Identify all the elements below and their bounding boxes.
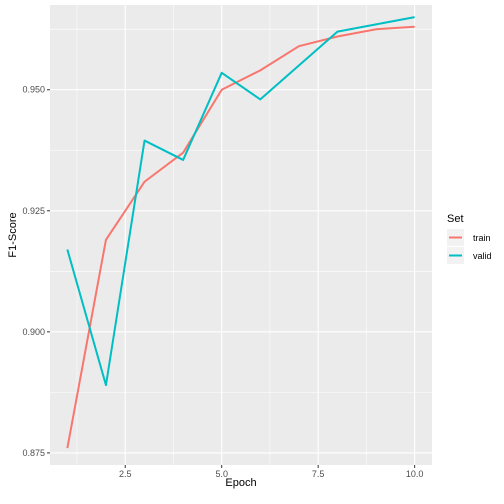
legend-label-train: train <box>473 233 491 243</box>
y-tick-label: 0.925 <box>22 206 45 216</box>
x-tick-label: 10.0 <box>406 469 424 479</box>
x-tick-label: 5.0 <box>215 469 228 479</box>
y-tick-label: 0.900 <box>22 327 45 337</box>
series-lines <box>66 16 415 449</box>
y-tick-label: 0.950 <box>22 85 45 95</box>
x-tick-label: 7.5 <box>312 469 325 479</box>
y-tick-label: 0.875 <box>22 448 45 458</box>
x-axis: 2.5 5.0 7.5 10.0 <box>119 465 423 479</box>
major-gridlines <box>50 5 432 465</box>
y-axis: 0.875 0.900 0.925 0.950 <box>22 85 50 458</box>
plot-panel <box>50 5 432 465</box>
legend-title: Set <box>447 213 464 225</box>
legend-label-valid: valid <box>473 251 492 261</box>
x-tick-label: 2.5 <box>119 469 132 479</box>
y-axis-title: F1-Score <box>7 212 19 257</box>
legend: Set train valid <box>447 213 492 264</box>
minor-gridlines <box>50 5 432 465</box>
series-line-train <box>66 25 415 449</box>
x-axis-title: Epoch <box>225 477 256 489</box>
series-line-valid <box>66 16 415 387</box>
